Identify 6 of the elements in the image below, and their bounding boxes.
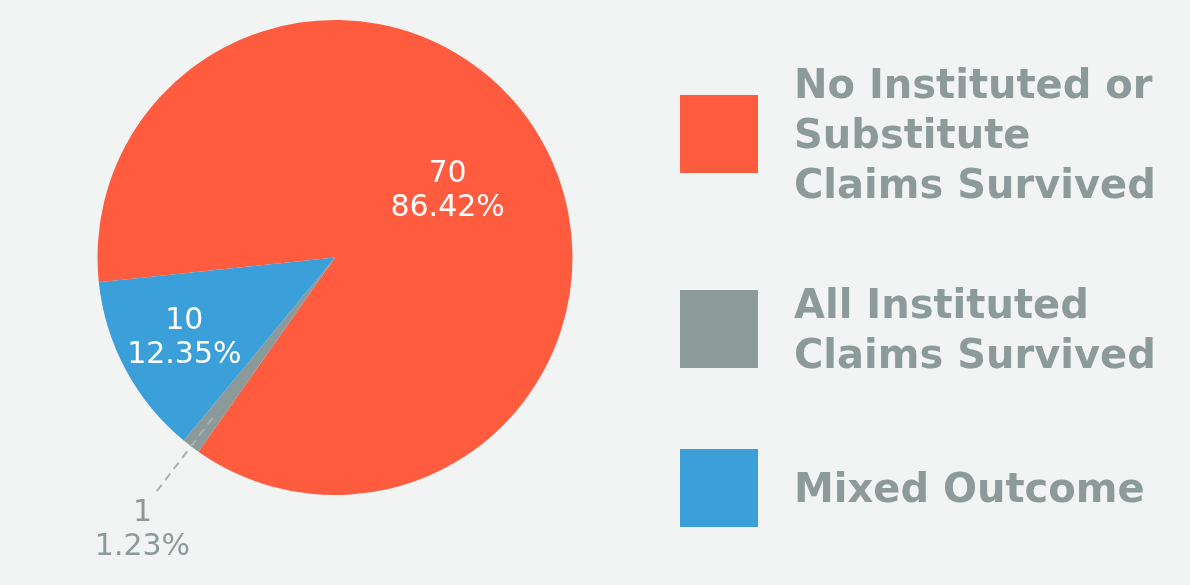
legend-label: All Instituted Claims Survived	[794, 279, 1157, 379]
legend-label: No Instituted or Substitute Claims Survived	[794, 59, 1157, 209]
data-label: 70 86.42%	[390, 154, 505, 224]
data-label: 1 1.23%	[94, 492, 191, 562]
data-label: 10 12.35%	[127, 301, 242, 371]
legend-label: Mixed Outcome	[794, 463, 1146, 513]
